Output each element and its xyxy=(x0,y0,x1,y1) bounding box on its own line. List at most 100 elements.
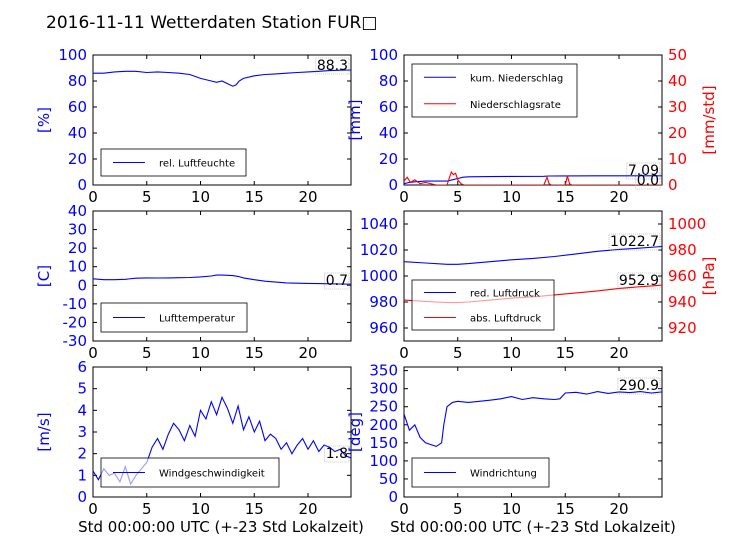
legend-entry: Lufttemperatur xyxy=(159,314,236,325)
x-tick-label: 20 xyxy=(298,344,317,362)
y-tick-label: 150 xyxy=(369,434,398,452)
panel-pressure: 0 5 10 15 20 960 980 1000 1020 1040 920 940 960 980 10… xyxy=(360,210,718,362)
y-tick-label: 0 xyxy=(388,176,398,194)
x-tick-label: 10 xyxy=(502,344,521,362)
annotation-box xyxy=(626,162,661,180)
y-tick-label: 80 xyxy=(379,72,398,90)
y-tick-label: 80 xyxy=(68,72,87,90)
y-tick-label: 60 xyxy=(379,98,398,116)
value-annotation: 0.0 xyxy=(637,173,659,189)
legend-entry: kum. Niederschlag xyxy=(470,73,563,84)
y-tick-label: 1 xyxy=(77,466,87,484)
y-tick-label: 1020 xyxy=(360,241,398,259)
value-annotation: 290.9 xyxy=(619,378,659,394)
y-tick-label-right: 940 xyxy=(668,293,697,311)
annotation-box xyxy=(635,172,661,190)
x-tick-label: 5 xyxy=(453,344,463,362)
x-tick-label: 10 xyxy=(191,188,210,206)
axes-frame xyxy=(92,210,352,342)
y-tick-label: 40 xyxy=(68,202,87,220)
panel-wind_speed: 0 5 10 15 200123456[m/s]Windgeschwindigkeit1… xyxy=(35,358,352,518)
y-axis-label: [deg] xyxy=(346,412,364,452)
axes-frame xyxy=(403,366,663,498)
y-tick-label: 100 xyxy=(58,46,87,64)
y-tick-label: 0 xyxy=(77,488,87,506)
x-tick-label: 10 xyxy=(502,188,521,206)
y-axis-label: [%] xyxy=(35,107,53,133)
y-tick-label: 1040 xyxy=(360,215,398,233)
x-tick-label: 5 xyxy=(142,188,152,206)
legend-box xyxy=(411,279,555,331)
y-tick-label: 20 xyxy=(379,150,398,168)
y-tick-label-right: 20 xyxy=(668,124,687,142)
x-tick-label: 10 xyxy=(191,500,210,518)
y-tick-label: 980 xyxy=(369,293,398,311)
y-tick-label: 250 xyxy=(369,398,398,416)
y-tick-label: 200 xyxy=(369,416,398,434)
y-tick-label: 100 xyxy=(369,46,398,64)
annotation-box xyxy=(324,445,350,463)
y-tick-label: 0 xyxy=(388,488,398,506)
legend-entry: red. Luftdruck xyxy=(470,289,540,300)
y-tick-label-right: 40 xyxy=(668,72,687,90)
x-tick-label: 5 xyxy=(142,500,152,518)
annotation-box xyxy=(315,57,350,75)
y-tick-label-right: 1000 xyxy=(668,215,706,233)
x-tick-label: 10 xyxy=(191,344,210,362)
x-tick-label: 5 xyxy=(142,344,152,362)
y-tick-label: 40 xyxy=(68,124,87,142)
legend-entry: rel. Luftfeuchte xyxy=(159,159,235,170)
x-tick-label: 0 xyxy=(399,344,409,362)
y-tick-label-right: 960 xyxy=(668,267,697,285)
x-tick-label: 0 xyxy=(88,500,98,518)
legend-entry: Windgeschwindigkeit xyxy=(159,469,265,480)
annotation-box xyxy=(617,377,661,395)
x-tick-label: 10 xyxy=(502,500,521,518)
series-line-0 xyxy=(93,69,351,87)
y-tick-label: 0 xyxy=(77,276,87,294)
x-tick-label: 15 xyxy=(556,500,575,518)
x-tick-label: 0 xyxy=(399,500,409,518)
y-tick-label: 20 xyxy=(68,239,87,257)
y-tick-label: 0 xyxy=(77,176,87,194)
annotation-box xyxy=(608,233,661,251)
x-tick-label: 0 xyxy=(88,344,98,362)
series-line-0 xyxy=(404,245,662,265)
y-tick-label: -10 xyxy=(63,295,88,313)
x-axis-label-right: Std 00:00:00 UTC (+-23 Std Lokalzeit) xyxy=(390,518,676,536)
y-axis-label: [m/s] xyxy=(35,412,53,451)
y-tick-label: -30 xyxy=(63,332,88,350)
x-tick-label: 5 xyxy=(453,188,463,206)
y-tick-label: 3 xyxy=(77,423,87,441)
panel-precipitation: 0 5 10 15 20 0 20 40 60 80 100 0 10 20 30 40 50 [mm] [mm/s… xyxy=(346,46,718,206)
legend-entry: abs. Luftdruck xyxy=(470,314,541,325)
annotation-box xyxy=(617,272,661,290)
value-annotation: 952.9 xyxy=(619,273,659,289)
y-tick-label: 50 xyxy=(379,470,398,488)
x-tick-label: 20 xyxy=(609,500,628,518)
y-tick-label-right: 980 xyxy=(668,241,697,259)
y-tick-label: 100 xyxy=(369,452,398,470)
x-axis-label-left: Std 00:00:00 UTC (+-23 Std Lokalzeit) xyxy=(78,518,364,536)
y-tick-label-right: 0 xyxy=(668,176,678,194)
y-axis-label-right: [hPa] xyxy=(700,257,718,296)
legend-entry: Niederschlagsrate xyxy=(470,100,561,111)
y-tick-label: -20 xyxy=(63,313,88,331)
y-tick-label: 1000 xyxy=(360,267,398,285)
x-tick-label: 15 xyxy=(245,500,264,518)
x-tick-label: 20 xyxy=(298,500,317,518)
y-tick-label: 4 xyxy=(77,401,87,419)
y-tick-label: 60 xyxy=(68,98,87,116)
x-tick-label: 20 xyxy=(609,188,628,206)
y-tick-label: 300 xyxy=(369,380,398,398)
y-tick-label: 6 xyxy=(77,358,87,376)
value-annotation: 88.3 xyxy=(317,58,348,74)
y-tick-label-right: 10 xyxy=(668,150,687,168)
value-annotation: 0.7 xyxy=(326,273,348,289)
y-axis-label: [C] xyxy=(35,265,53,287)
y-axis-label-right: [mm/std] xyxy=(700,85,718,154)
x-tick-label: 20 xyxy=(298,188,317,206)
y-axis-label: [mm] xyxy=(346,100,364,141)
